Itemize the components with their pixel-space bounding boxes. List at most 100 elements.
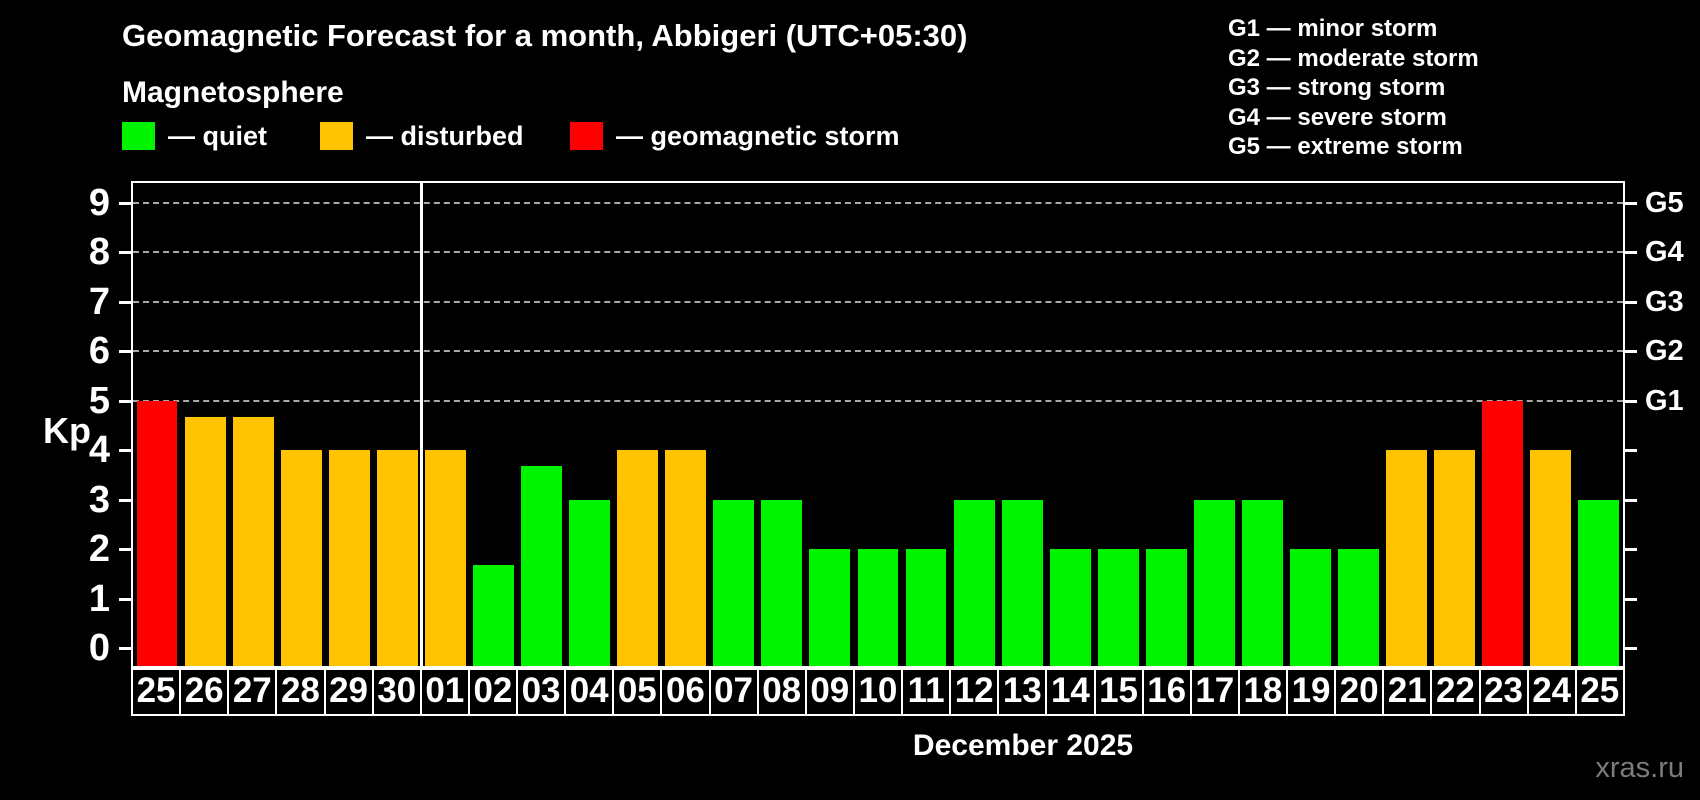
y-axis-tick bbox=[119, 597, 131, 601]
storm-swatch-icon bbox=[570, 122, 603, 150]
kp-bar-day-16 bbox=[1145, 549, 1187, 666]
bar-slot bbox=[1094, 183, 1142, 666]
y-axis-tick bbox=[119, 647, 131, 650]
day-label-cell: 20 bbox=[1334, 668, 1385, 716]
kp-bar-day-02 bbox=[473, 565, 514, 666]
y-axis-tick-label: 2 bbox=[88, 528, 110, 570]
kp-bar-day-20 bbox=[1338, 549, 1380, 666]
day-label-cell: 22 bbox=[1430, 668, 1481, 716]
bar-slot bbox=[229, 183, 277, 666]
legend-item-storm: — geomagnetic storm bbox=[570, 121, 900, 151]
day-label-cell: 24 bbox=[1526, 668, 1577, 716]
bar-slot bbox=[806, 183, 854, 666]
month-separator-line bbox=[420, 183, 424, 666]
g-scale-legend-line: G3 — strong storm bbox=[1228, 74, 1446, 101]
bar-slot bbox=[1335, 183, 1383, 666]
kp-bar-day-24 bbox=[1530, 450, 1572, 666]
g-axis-label-g1: G1 bbox=[1645, 384, 1684, 417]
kp-bar-day-27 bbox=[232, 416, 274, 666]
day-label-cell: 06 bbox=[660, 668, 711, 716]
day-label-cell: 26 bbox=[179, 668, 230, 716]
kp-bar-day-14 bbox=[1049, 549, 1091, 666]
y-axis-tick-label: 0 bbox=[88, 627, 110, 669]
kp-bar-day-18 bbox=[1242, 499, 1283, 666]
day-label-cell: 08 bbox=[756, 668, 807, 716]
bar-slot bbox=[469, 183, 517, 666]
right-axis-tick bbox=[1625, 498, 1637, 502]
watermark: xras.ru bbox=[1595, 752, 1684, 784]
right-axis-tick bbox=[1625, 548, 1637, 551]
day-label-cell: 16 bbox=[1141, 668, 1192, 716]
kp-bar-day-05 bbox=[617, 450, 659, 666]
y-axis-tick bbox=[119, 498, 131, 502]
bar-slot bbox=[1527, 183, 1575, 666]
y-axis-tick bbox=[119, 350, 131, 353]
kp-bar-day-12 bbox=[953, 499, 995, 666]
day-label-cell: 28 bbox=[275, 668, 326, 716]
kp-bar-day-08 bbox=[761, 499, 803, 666]
plot-area bbox=[131, 181, 1625, 668]
bar-slot bbox=[614, 183, 662, 666]
kp-bar-day-17 bbox=[1193, 499, 1235, 666]
kp-bar-day-21 bbox=[1386, 450, 1428, 666]
kp-bar-day-28 bbox=[280, 450, 322, 666]
kp-bar-day-30 bbox=[376, 450, 418, 666]
bar-slot bbox=[1431, 183, 1479, 666]
kp-bar-day-23 bbox=[1482, 400, 1524, 666]
kp-bar-day-15 bbox=[1097, 549, 1139, 666]
g-axis-label-g3: G3 bbox=[1645, 285, 1684, 318]
right-axis-tick bbox=[1625, 350, 1637, 353]
kp-bar-day-22 bbox=[1434, 450, 1476, 666]
bar-slot bbox=[421, 183, 469, 666]
right-axis-tick bbox=[1625, 300, 1637, 304]
gridline-kp6 bbox=[133, 350, 1623, 352]
kp-bar-day-10 bbox=[857, 549, 899, 666]
gridline-kp9 bbox=[133, 201, 1623, 204]
day-label-cell: 19 bbox=[1286, 668, 1337, 716]
right-axis-tick bbox=[1625, 399, 1637, 403]
y-axis-tick bbox=[119, 399, 131, 403]
kp-bar-day-26 bbox=[184, 416, 226, 666]
kp-bar-day-09 bbox=[809, 549, 851, 666]
bar-slot bbox=[133, 183, 181, 666]
bar-slot bbox=[277, 183, 325, 666]
day-label-cell: 12 bbox=[949, 668, 1000, 716]
bar-slot bbox=[1238, 183, 1286, 666]
kp-bar-day-06 bbox=[665, 450, 707, 666]
bar-slot bbox=[373, 183, 421, 666]
gridline-kp8 bbox=[133, 251, 1623, 253]
kp-bar-day-29 bbox=[328, 450, 370, 666]
kp-bar-day-25 bbox=[136, 400, 178, 666]
bar-series bbox=[133, 183, 1623, 666]
chart-subtitle: Magnetosphere bbox=[122, 76, 344, 109]
bar-slot bbox=[758, 183, 806, 666]
y-axis-tick-label: 7 bbox=[88, 280, 110, 323]
y-axis-tick-label: 4 bbox=[88, 429, 110, 471]
right-axis-tick bbox=[1625, 201, 1637, 205]
kp-bar-day-13 bbox=[1001, 499, 1043, 666]
legend-item-label: — disturbed bbox=[366, 120, 524, 151]
chart-title: Geomagnetic Forecast for a month, Abbige… bbox=[122, 18, 968, 53]
bar-slot bbox=[1287, 183, 1335, 666]
month-label: December 2025 bbox=[912, 729, 1134, 762]
y-axis-tick bbox=[119, 251, 131, 254]
bar-slot bbox=[1046, 183, 1094, 666]
g-axis-label-g5: G5 bbox=[1645, 186, 1684, 219]
y-axis-tick-label: 9 bbox=[88, 181, 110, 224]
kp-bar-day-03 bbox=[521, 466, 562, 666]
bar-slot bbox=[950, 183, 998, 666]
gridline-kp5 bbox=[133, 399, 1623, 402]
legend-item-disturbed: — disturbed bbox=[320, 121, 524, 151]
bar-slot bbox=[1190, 183, 1238, 666]
day-label-cell: 10 bbox=[852, 668, 903, 716]
y-axis-tick-label: 8 bbox=[88, 231, 110, 273]
bar-slot bbox=[854, 183, 902, 666]
right-axis-tick bbox=[1625, 647, 1637, 650]
day-label-cell: 21 bbox=[1382, 668, 1433, 716]
g-scale-legend-line: G1 — minor storm bbox=[1228, 15, 1438, 42]
day-label-cell: 30 bbox=[371, 668, 422, 716]
day-label-cell: 13 bbox=[997, 668, 1048, 716]
kp-bar-day-19 bbox=[1290, 549, 1331, 666]
quiet-swatch-icon bbox=[122, 122, 155, 150]
day-label-cell: 29 bbox=[323, 668, 374, 716]
